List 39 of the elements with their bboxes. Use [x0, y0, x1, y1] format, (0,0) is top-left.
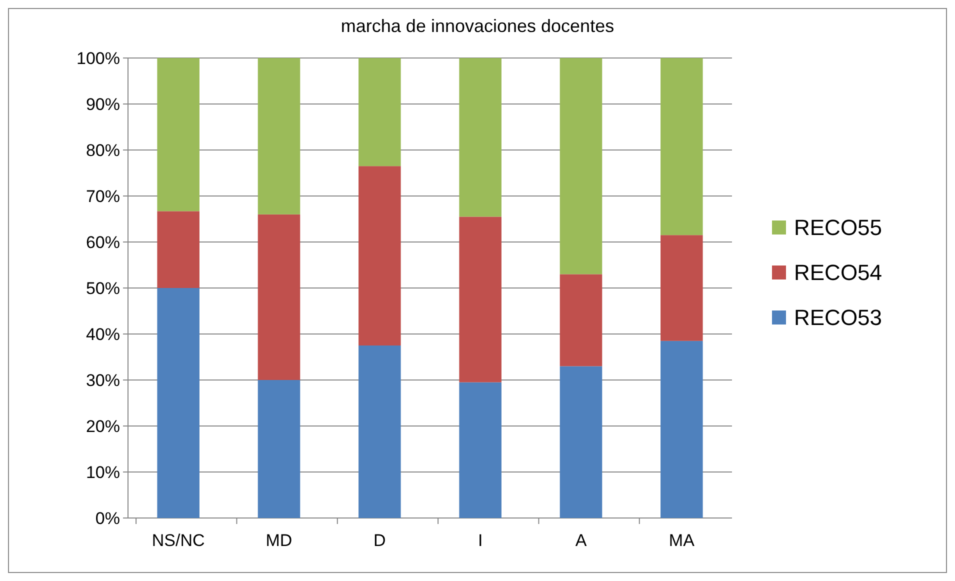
- bar: [459, 58, 502, 217]
- legend-label: RECO55: [794, 215, 882, 240]
- y-tick-label: 10%: [86, 462, 120, 482]
- y-tick-label: 30%: [86, 370, 120, 390]
- y-tick-label: 100%: [76, 48, 120, 68]
- y-tick-label: 0%: [95, 508, 120, 528]
- y-tick-label: 20%: [86, 416, 120, 436]
- bar: [258, 58, 300, 214]
- bar: [157, 211, 200, 288]
- x-tick-label: NS/NC: [152, 531, 205, 550]
- x-tick-label: I: [478, 531, 483, 550]
- bar: [459, 382, 502, 518]
- x-tick-label: MD: [266, 531, 292, 550]
- bar: [358, 166, 401, 346]
- legend-label: RECO53: [794, 305, 882, 330]
- bar: [560, 366, 602, 518]
- bar: [660, 235, 703, 341]
- chart-title: marcha de innovaciones docentes: [340, 16, 614, 36]
- x-tick-label: MA: [668, 531, 696, 550]
- bar: [358, 346, 401, 518]
- legend-label: RECO54: [794, 260, 882, 286]
- y-tick-label: 80%: [86, 140, 120, 160]
- x-tick-label: A: [575, 531, 588, 550]
- x-tick-label: D: [374, 531, 386, 550]
- bar: [560, 58, 602, 274]
- bar: [157, 288, 200, 518]
- y-tick-label: 60%: [86, 232, 120, 252]
- bar: [660, 58, 703, 236]
- y-tick-label: 70%: [86, 186, 120, 206]
- bar: [157, 58, 200, 212]
- y-tick-label: 50%: [86, 278, 120, 298]
- bar: [560, 274, 602, 366]
- y-tick-label: 40%: [86, 324, 120, 344]
- bar: [258, 214, 300, 380]
- bar: [660, 340, 703, 518]
- bar: [459, 216, 502, 382]
- bar: [258, 380, 300, 518]
- y-tick-label: 90%: [86, 94, 120, 114]
- bar: [358, 58, 401, 166]
